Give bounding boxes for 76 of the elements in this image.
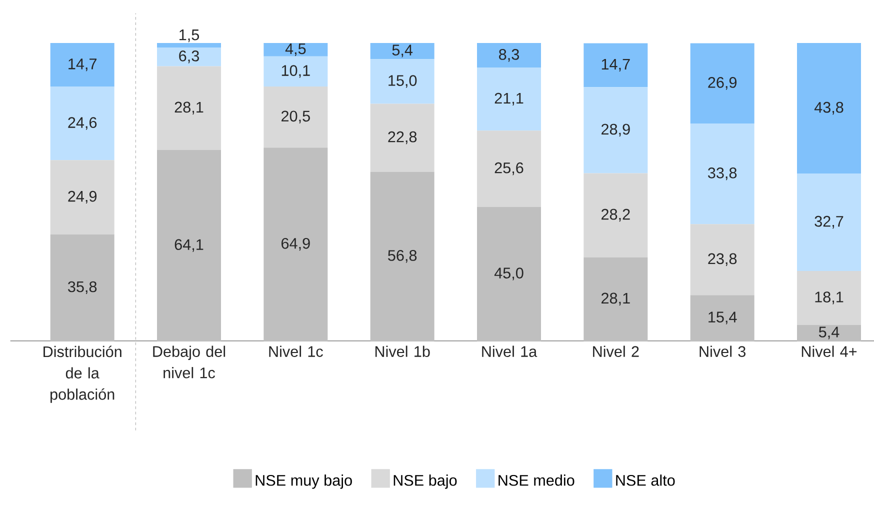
legend-label: NSE medio (498, 474, 574, 486)
data-label: 21,1 (494, 92, 524, 106)
data-label: 14,7 (68, 58, 96, 72)
bar (797, 324, 861, 342)
bar (584, 43, 648, 88)
data-label: 45,0 (494, 268, 524, 280)
legend-label: NSE bajo (394, 474, 457, 489)
bar (264, 86, 328, 148)
x-tick-label: Distribución de la población (44, 346, 122, 403)
x-tick-label: Nivel 1a (482, 346, 538, 357)
bar (157, 150, 222, 342)
data-label: 26,9 (708, 77, 737, 90)
data-label: 4,5 (285, 43, 306, 56)
bar (50, 160, 114, 234)
bar (797, 43, 861, 174)
bar (690, 43, 754, 124)
bar (477, 130, 541, 207)
data-label: 15,0 (388, 75, 417, 88)
bar (157, 43, 222, 48)
bar (477, 43, 541, 68)
data-label: 35,8 (68, 281, 97, 294)
x-tick-label: Nivel 2 (593, 346, 639, 357)
bar (690, 123, 754, 224)
data-label: 6,3 (179, 50, 199, 64)
data-label: 28,9 (602, 124, 630, 136)
data-label: 33,8 (708, 167, 737, 180)
data-label: 28,1 (602, 292, 630, 306)
bar (370, 59, 434, 104)
x-tick-label: Nivel 4+ (802, 346, 857, 357)
bar (477, 206, 541, 342)
bar (50, 86, 114, 160)
bar (264, 148, 328, 342)
bar (584, 257, 648, 342)
x-tick-label: Nivel 3 (700, 346, 746, 357)
data-label: 22,8 (388, 131, 417, 144)
data-label: 15,4 (708, 312, 737, 324)
x-tick-label: Nivel 1c (269, 346, 323, 357)
data-label: 8,3 (499, 49, 519, 62)
bar (157, 47, 222, 66)
bar (50, 43, 114, 87)
bar (370, 172, 434, 342)
data-label: 5,4 (818, 326, 840, 340)
legend-label: NSE muy bajo (256, 474, 352, 489)
bar (370, 104, 434, 172)
bar (370, 43, 434, 60)
data-label: 56,8 (388, 250, 417, 263)
bar (157, 66, 222, 150)
x-tick-label: Debajo del nivel 1c (153, 346, 226, 378)
bar (690, 295, 754, 342)
bar (797, 174, 861, 271)
legend-label: NSE alto (616, 474, 675, 486)
data-label: 28,1 (174, 102, 204, 114)
data-label: 32,7 (814, 216, 844, 229)
data-label: 64,9 (282, 238, 310, 251)
bar (477, 68, 541, 131)
data-label: 64,1 (174, 239, 204, 252)
bar (584, 173, 648, 258)
bar (50, 234, 114, 342)
data-label: 20,5 (282, 110, 310, 124)
data-label: 5,4 (392, 44, 413, 58)
data-label: 24,6 (68, 117, 97, 130)
data-label: 28,2 (602, 208, 630, 222)
bar (690, 224, 754, 296)
data-label: 18,1 (815, 292, 844, 304)
data-label: 1,5 (180, 30, 200, 42)
data-label: 43,8 (814, 102, 844, 115)
data-label: 25,6 (494, 162, 524, 176)
bar (264, 43, 328, 56)
bar (264, 56, 328, 87)
data-label: 10,1 (282, 65, 310, 78)
bar (584, 87, 648, 174)
bar (797, 270, 861, 325)
data-label: 23,8 (708, 253, 737, 266)
x-tick-label: Nivel 1b (375, 346, 430, 357)
data-label: 24,9 (68, 190, 97, 204)
data-label: 14,7 (602, 58, 630, 72)
